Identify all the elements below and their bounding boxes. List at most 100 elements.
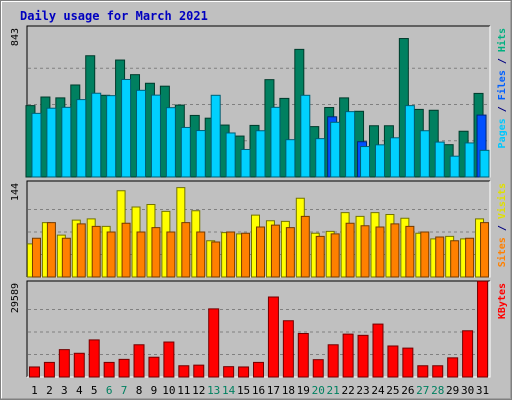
series-legend: KBytes	[497, 283, 508, 319]
bar-pages-day-18	[285, 139, 296, 178]
legend-text: Files	[496, 70, 508, 100]
bar-sites-day-4	[76, 223, 86, 278]
bar-pages-day-27	[419, 130, 430, 178]
y-max-label: 29589	[10, 283, 21, 313]
bar-pages-day-5	[91, 92, 102, 178]
bar-sites-day-15	[241, 232, 251, 278]
bar-kbytes-day-29	[447, 357, 459, 378]
bar-sites-day-24	[375, 226, 385, 278]
x-label-day-8: 8	[136, 384, 143, 397]
bar-pages-day-4	[76, 99, 87, 178]
bar-pages-day-23	[360, 146, 371, 178]
panel-visits-sites: 144 Sites / Visits	[10, 180, 508, 278]
x-label-day-20: 20	[312, 384, 325, 397]
bar-kbytes-day-30	[462, 330, 474, 378]
series-legend: Pages / Files / Hits	[496, 28, 508, 148]
legend-text: Hits	[496, 28, 508, 52]
bar-kbytes-day-31	[477, 280, 489, 378]
bar-kbytes-day-12	[193, 364, 205, 378]
legend-text: Visits	[496, 183, 508, 219]
bar-pages-day-1	[31, 112, 42, 178]
plot-border-shadow	[26, 280, 490, 377]
bar-sites-day-20	[315, 235, 325, 278]
x-label-day-11: 11	[177, 384, 190, 397]
bar-kbytes-day-6	[103, 361, 115, 378]
bar-sites-day-1	[31, 237, 41, 278]
bar-kbytes-day-13	[208, 308, 220, 378]
bar-sites-day-22	[345, 222, 355, 278]
x-label-day-9: 9	[151, 384, 158, 397]
x-label-day-18: 18	[282, 384, 295, 397]
x-label-day-7: 7	[121, 384, 128, 397]
bar-kbytes-day-9	[148, 356, 160, 378]
bar-kbytes-day-17	[267, 296, 279, 378]
bar-kbytes-day-14	[223, 366, 235, 378]
bar-sites-day-8	[136, 231, 146, 278]
bar-sites-day-27	[420, 231, 430, 278]
x-label-day-17: 17	[267, 384, 280, 397]
x-label-day-24: 24	[371, 384, 385, 397]
x-label-day-12: 12	[192, 384, 205, 397]
x-label-day-16: 16	[252, 384, 265, 397]
x-label-day-2: 2	[46, 384, 53, 397]
bar-kbytes-day-22	[342, 333, 354, 378]
bar-kbytes-day-8	[133, 344, 145, 378]
bar-sites-day-9	[151, 227, 161, 278]
bar-pages-day-29	[449, 155, 460, 178]
x-label-day-25: 25	[386, 384, 399, 397]
bar-kbytes-day-18	[282, 320, 294, 378]
bar-pages-day-6	[106, 95, 117, 178]
bar-kbytes-day-1	[28, 366, 40, 378]
bar-kbytes-day-10	[163, 341, 175, 378]
x-label-day-26: 26	[401, 384, 414, 397]
x-label-day-30: 30	[461, 384, 474, 397]
bar-pages-day-16	[255, 130, 266, 178]
bar-pages-day-2	[46, 107, 57, 178]
bar-sites-day-13	[211, 241, 221, 278]
legend-text: KBytes	[497, 283, 508, 319]
x-label-day-5: 5	[91, 384, 98, 397]
bar-kbytes-day-25	[387, 345, 399, 378]
x-label-day-14: 14	[222, 384, 236, 397]
bar-kbytes-day-19	[297, 333, 309, 378]
x-label-day-3: 3	[61, 384, 68, 397]
bar-pages-day-21	[330, 121, 341, 178]
panel-hits-files-pages: 843 Pages / Files / Hits	[10, 25, 508, 178]
bar-kbytes-day-2	[43, 361, 55, 378]
bar-sites-day-2	[46, 222, 56, 278]
x-label-day-15: 15	[237, 384, 250, 397]
bar-sites-day-6	[106, 231, 116, 278]
bar-sites-day-26	[405, 225, 415, 278]
x-label-day-10: 10	[162, 384, 175, 397]
legend-text: /	[497, 100, 508, 118]
bar-kbytes-day-11	[178, 365, 190, 378]
bar-kbytes-day-20	[312, 359, 324, 378]
bar-pages-day-19	[300, 94, 311, 178]
bar-sites-day-14	[226, 231, 236, 278]
legend-text: /	[497, 219, 508, 237]
bar-sites-day-31	[480, 222, 490, 278]
bar-sites-day-10	[166, 231, 176, 278]
bar-pages-day-8	[136, 89, 147, 178]
bar-kbytes-day-23	[357, 334, 369, 378]
x-label-day-23: 23	[356, 384, 369, 397]
bar-kbytes-day-16	[253, 361, 264, 378]
x-label-day-21: 21	[327, 384, 340, 397]
bar-kbytes-day-27	[417, 365, 429, 378]
bar-pages-day-25	[389, 137, 400, 178]
bar-pages-day-11	[180, 126, 191, 178]
legend-text: /	[497, 52, 508, 70]
legend-text: Sites	[496, 237, 508, 267]
bar-sites-day-19	[300, 215, 310, 278]
bar-kbytes-day-3	[58, 349, 70, 378]
x-label-day-31: 31	[476, 384, 489, 397]
bar-sites-day-17	[270, 224, 280, 278]
bar-sites-day-5	[91, 225, 101, 278]
bar-pages-day-12	[195, 130, 206, 178]
bar-pages-day-24	[374, 144, 385, 178]
bar-pages-day-9	[150, 94, 161, 178]
bar-pages-day-17	[270, 106, 281, 178]
